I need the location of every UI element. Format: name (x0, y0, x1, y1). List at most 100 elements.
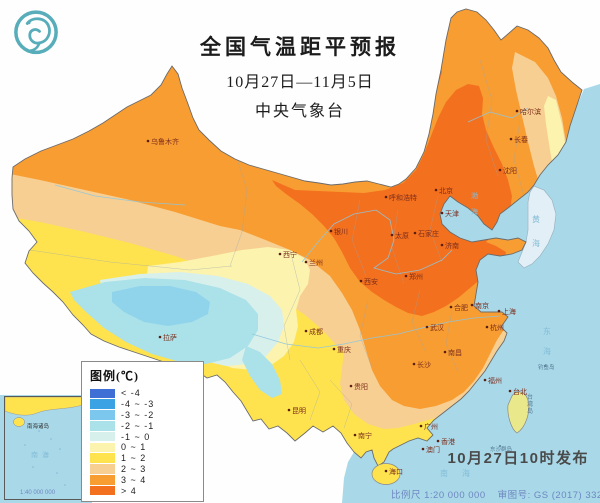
legend-label: 2 ~ 3 (121, 463, 147, 474)
legend-label: -3 ~ -2 (121, 409, 155, 420)
city-label: 上海 (502, 307, 516, 316)
city-label: 南昌 (448, 348, 462, 357)
city-dot (304, 260, 308, 264)
south-china-sea-inset: 南海诸岛 南海 1:40 000 000 (4, 396, 84, 500)
city-label: 呼和浩特 (389, 193, 417, 202)
city-label: 郑州 (409, 273, 423, 281)
legend-label: 3 ~ 4 (121, 474, 147, 485)
city-label: 香港 (441, 437, 455, 446)
island-name-label: 台湾岛 (527, 393, 533, 415)
city-dot (353, 433, 357, 437)
legend-swatch (90, 388, 115, 399)
city-label: 杭州 (490, 323, 504, 332)
city-label: 成都 (309, 327, 323, 336)
legend-label: -1 ~ 0 (121, 431, 151, 442)
city-label: 天津 (445, 210, 459, 218)
inset-sea-label: 南海 (31, 450, 53, 459)
city-dot (436, 439, 440, 443)
city-dot (304, 329, 308, 333)
legend-label: -4 ~ -3 (121, 399, 155, 410)
map-scale: 比例尺 1:20 000 000 (391, 490, 486, 501)
map-approval: 审图号: GS (2017) 3320号 (497, 490, 600, 501)
city-dot (440, 243, 444, 247)
inset-island-dots (24, 430, 66, 486)
city-dot (509, 137, 513, 141)
city-label: 兰州 (309, 258, 323, 267)
legend-item: < -4 (90, 388, 197, 399)
city-dot (349, 384, 353, 388)
legend-swatch (90, 420, 115, 431)
city-label: 乌鲁木齐 (151, 137, 179, 146)
city-label: 长沙 (417, 360, 431, 369)
city-dot (412, 362, 416, 366)
city-label: 太原 (395, 231, 409, 240)
korea-peninsula (517, 185, 557, 269)
city-dot (449, 305, 453, 309)
legend-swatch (90, 464, 115, 474)
legend-swatch (90, 453, 115, 463)
city-dot (413, 231, 417, 235)
city-label: 西宁 (283, 250, 297, 259)
city-dot (498, 168, 502, 172)
city-dot (329, 229, 333, 233)
inset-scale: 1:40 000 000 (20, 490, 56, 496)
band-tibet-core (112, 286, 210, 326)
city-dot (485, 325, 489, 329)
city-dot (483, 378, 487, 382)
city-dot (146, 139, 150, 143)
city-dot (419, 424, 423, 428)
city-label: 南京 (475, 301, 489, 310)
legend-item: -1 ~ 0 (90, 431, 197, 442)
city-label: 福州 (488, 376, 502, 385)
legend-item: -4 ~ -3 (90, 399, 197, 410)
dragon-watermark-logo (14, 10, 58, 55)
sea-name-label: 东海 (543, 326, 551, 356)
city-label: 海口 (389, 467, 403, 476)
legend-item: 0 ~ 1 (90, 442, 197, 453)
dongsha-island-dot (499, 445, 501, 447)
city-label: 广州 (424, 422, 438, 431)
city-label: 重庆 (337, 345, 351, 354)
legend-swatch (90, 399, 115, 409)
city-label: 长春 (514, 135, 528, 144)
china-border-line (11, 8, 583, 467)
city-label: 拉萨 (163, 333, 177, 342)
city-label: 北京 (439, 186, 453, 195)
city-label: 西安 (364, 277, 378, 286)
legend-label: 1 ~ 2 (121, 453, 147, 464)
city-label: 哈尔滨 (520, 107, 541, 116)
city-dot (497, 309, 501, 313)
island-name-label: 东沙群岛 (490, 445, 513, 453)
legend-label: -2 ~ -1 (121, 420, 155, 431)
city-label: 银川 (334, 227, 348, 236)
legend-item: -3 ~ -2 (90, 410, 197, 421)
city-dot (404, 274, 408, 278)
legend-swatch (90, 431, 115, 442)
city-dot (434, 188, 438, 192)
sea-name-label: 南海 (440, 468, 484, 478)
city-dot (158, 335, 162, 339)
legend-swatch (90, 485, 115, 496)
city-dot (287, 408, 291, 412)
band-minus2-minus1-yunnan (242, 346, 282, 398)
city-dot (440, 211, 444, 215)
city-label: 台北 (513, 387, 527, 396)
sea-name-label: 渤海 (471, 191, 478, 216)
legend-swatch (90, 410, 115, 420)
city-dot (384, 195, 388, 199)
legend-label: > 4 (121, 485, 137, 496)
city-label: 石家庄 (418, 229, 439, 238)
taiwan-island (507, 391, 530, 434)
city-dot (515, 109, 519, 113)
legend-title: 图例(℃) (90, 369, 139, 383)
city-dot (421, 447, 425, 451)
island-name-label: 钓鱼岛 (538, 363, 555, 371)
city-dot (359, 279, 363, 283)
city-dot (390, 233, 394, 237)
legend-item: 3 ~ 4 (90, 474, 197, 485)
legend-swatch (90, 442, 115, 453)
